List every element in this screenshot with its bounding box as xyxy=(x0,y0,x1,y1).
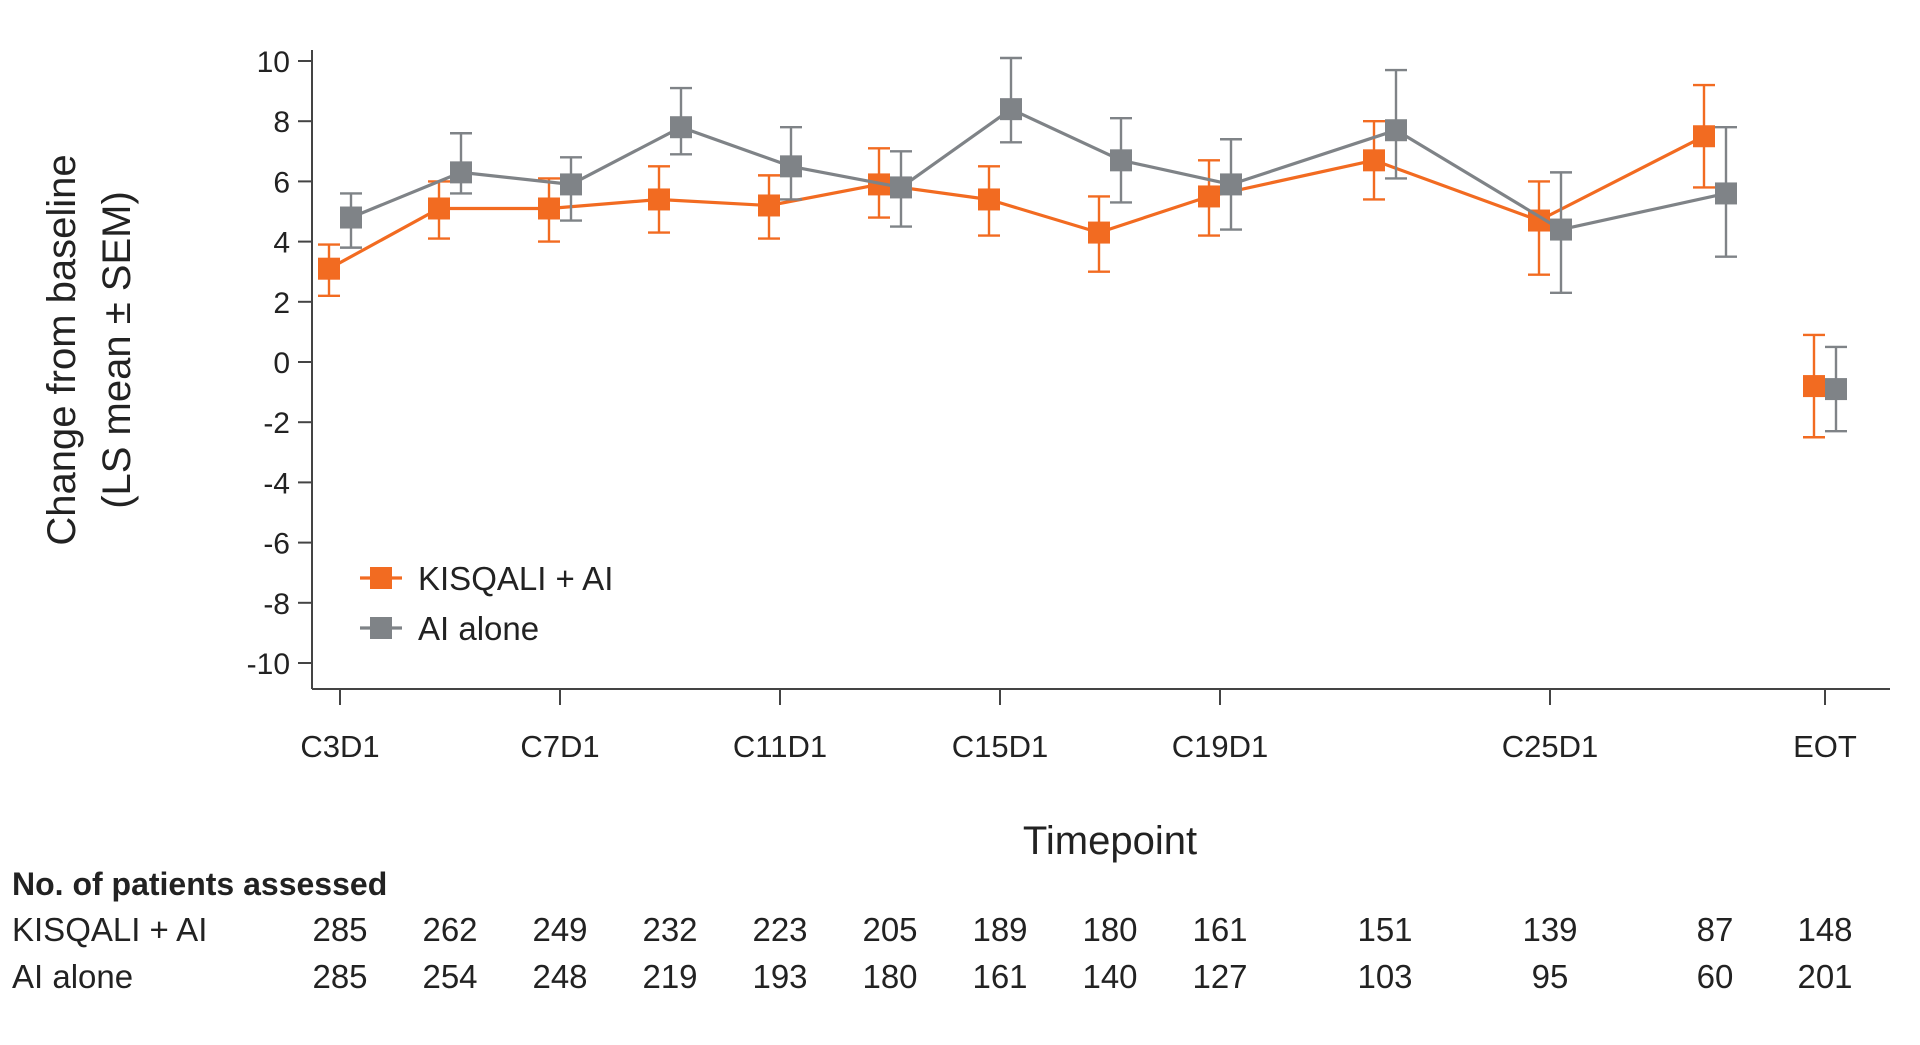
y-tick-label: 8 xyxy=(273,106,290,139)
patients-count-cell: 223 xyxy=(752,911,807,948)
patients-count-cell: 140 xyxy=(1082,958,1137,995)
legend-marker xyxy=(370,567,392,589)
patients-count-cell: 95 xyxy=(1532,958,1569,995)
patients-count-cell: 205 xyxy=(862,911,917,948)
patients-count-cell: 87 xyxy=(1697,911,1734,948)
patients-count-cell: 249 xyxy=(532,911,587,948)
patients-count-cell: 219 xyxy=(642,958,697,995)
y-axis-title-line-2: (LS mean ± SEM) xyxy=(95,191,139,509)
data-point xyxy=(648,188,670,211)
data-point xyxy=(1363,149,1385,172)
data-point xyxy=(1088,221,1110,244)
patients-count-cell: 254 xyxy=(422,958,477,995)
patients-count-cell: 285 xyxy=(312,911,367,948)
y-tick-label: -10 xyxy=(247,648,290,681)
patients-count-cell: 193 xyxy=(752,958,807,995)
x-axis-title: Timepoint xyxy=(1023,819,1197,863)
patients-count-cell: 189 xyxy=(972,911,1027,948)
y-tick-label: -8 xyxy=(263,588,290,621)
y-tick-label: 2 xyxy=(273,287,290,320)
data-point xyxy=(560,173,582,196)
data-point xyxy=(450,161,472,184)
x-axis-ticks: C3D1 C7D1 C11D1 C15D1 C19D1 C25D1 EOT xyxy=(300,689,1857,764)
legend-label: KISQALI + AI xyxy=(418,560,613,597)
patients-count-cell: 151 xyxy=(1357,911,1412,948)
data-point xyxy=(538,197,560,220)
y-tick-label: -6 xyxy=(263,528,290,561)
patients-row-label: KISQALI + AI xyxy=(12,911,207,948)
y-axis-ticks: 10 8 6 4 2 0 -2 -4 -6 -8 -10 xyxy=(247,46,312,681)
legend-marker xyxy=(370,617,392,639)
data-point xyxy=(1110,149,1132,172)
data-point xyxy=(1693,125,1715,148)
patients-count-cell: 60 xyxy=(1697,958,1734,995)
y-tick-label: 4 xyxy=(273,227,290,260)
y-tick-label: -4 xyxy=(263,467,290,500)
patients-count-cell: 248 xyxy=(532,958,587,995)
patients-count-cell: 285 xyxy=(312,958,367,995)
y-tick-label: 6 xyxy=(273,166,290,199)
data-point xyxy=(1198,185,1220,208)
patients-table: No. of patients assessed KISQALI + AI 285… xyxy=(12,866,1853,995)
patients-count-cell: 148 xyxy=(1797,911,1852,948)
data-point xyxy=(340,206,362,229)
series-kisqali-ai xyxy=(318,83,1825,439)
x-tick-label: C7D1 xyxy=(520,729,599,764)
patients-count-cell: 180 xyxy=(862,958,917,995)
patients-count-cell: 232 xyxy=(642,911,697,948)
patients-count-cell: 127 xyxy=(1192,958,1247,995)
x-tick-label: C19D1 xyxy=(1172,729,1269,764)
legend-item: AI alone xyxy=(360,610,539,647)
patients-row-label: AI alone xyxy=(12,958,133,995)
y-tick-label: -2 xyxy=(263,407,290,440)
axis-titles: Timepoint Change from baseline (LS mean … xyxy=(40,154,1197,863)
legend-label: AI alone xyxy=(418,610,539,647)
data-point xyxy=(1550,218,1572,241)
data-point xyxy=(670,116,692,139)
data-point xyxy=(1715,182,1737,205)
data-point xyxy=(890,176,912,199)
series-line xyxy=(328,134,1705,271)
x-tick-label: EOT xyxy=(1793,729,1857,764)
data-series xyxy=(318,56,1847,439)
data-point xyxy=(1385,119,1407,142)
patients-count-cell: 262 xyxy=(422,911,477,948)
patients-table-row: KISQALI + AI 285 262 249 232 223 205 189 180 161 1… xyxy=(12,911,1853,948)
data-point xyxy=(758,194,780,217)
data-point xyxy=(1000,98,1022,121)
x-tick-label: C3D1 xyxy=(300,729,379,764)
data-point xyxy=(318,257,340,280)
x-tick-label: C11D1 xyxy=(733,729,827,764)
patients-count-cell: 201 xyxy=(1797,958,1852,995)
data-point xyxy=(1803,375,1825,398)
data-point xyxy=(780,155,802,178)
data-point xyxy=(1825,378,1847,401)
patients-count-cell: 139 xyxy=(1522,911,1577,948)
series-ai-alone xyxy=(340,56,1847,433)
patients-count-cell: 161 xyxy=(972,958,1027,995)
data-point xyxy=(1528,209,1550,232)
patients-count-cell: 103 xyxy=(1357,958,1412,995)
patients-table-title: No. of patients assessed xyxy=(12,866,387,902)
y-tick-label: 10 xyxy=(257,46,290,79)
patients-table-row: AI alone 285 254 248 219 193 180 161 140 127 103 95… xyxy=(12,958,1853,995)
x-tick-label: C25D1 xyxy=(1502,729,1599,764)
x-tick-label: C15D1 xyxy=(952,729,1049,764)
series-line xyxy=(350,107,1727,232)
legend: KISQALI + AI AI alone xyxy=(360,560,613,647)
patients-count-cell: 161 xyxy=(1192,911,1247,948)
y-axis-title-line-1: Change from baseline xyxy=(40,154,84,545)
axes xyxy=(311,50,1890,690)
data-point xyxy=(978,188,1000,211)
data-point xyxy=(428,197,450,220)
legend-item: KISQALI + AI xyxy=(360,560,613,597)
data-point xyxy=(1220,173,1242,196)
y-tick-label: 0 xyxy=(273,347,290,380)
patients-count-cell: 180 xyxy=(1082,911,1137,948)
